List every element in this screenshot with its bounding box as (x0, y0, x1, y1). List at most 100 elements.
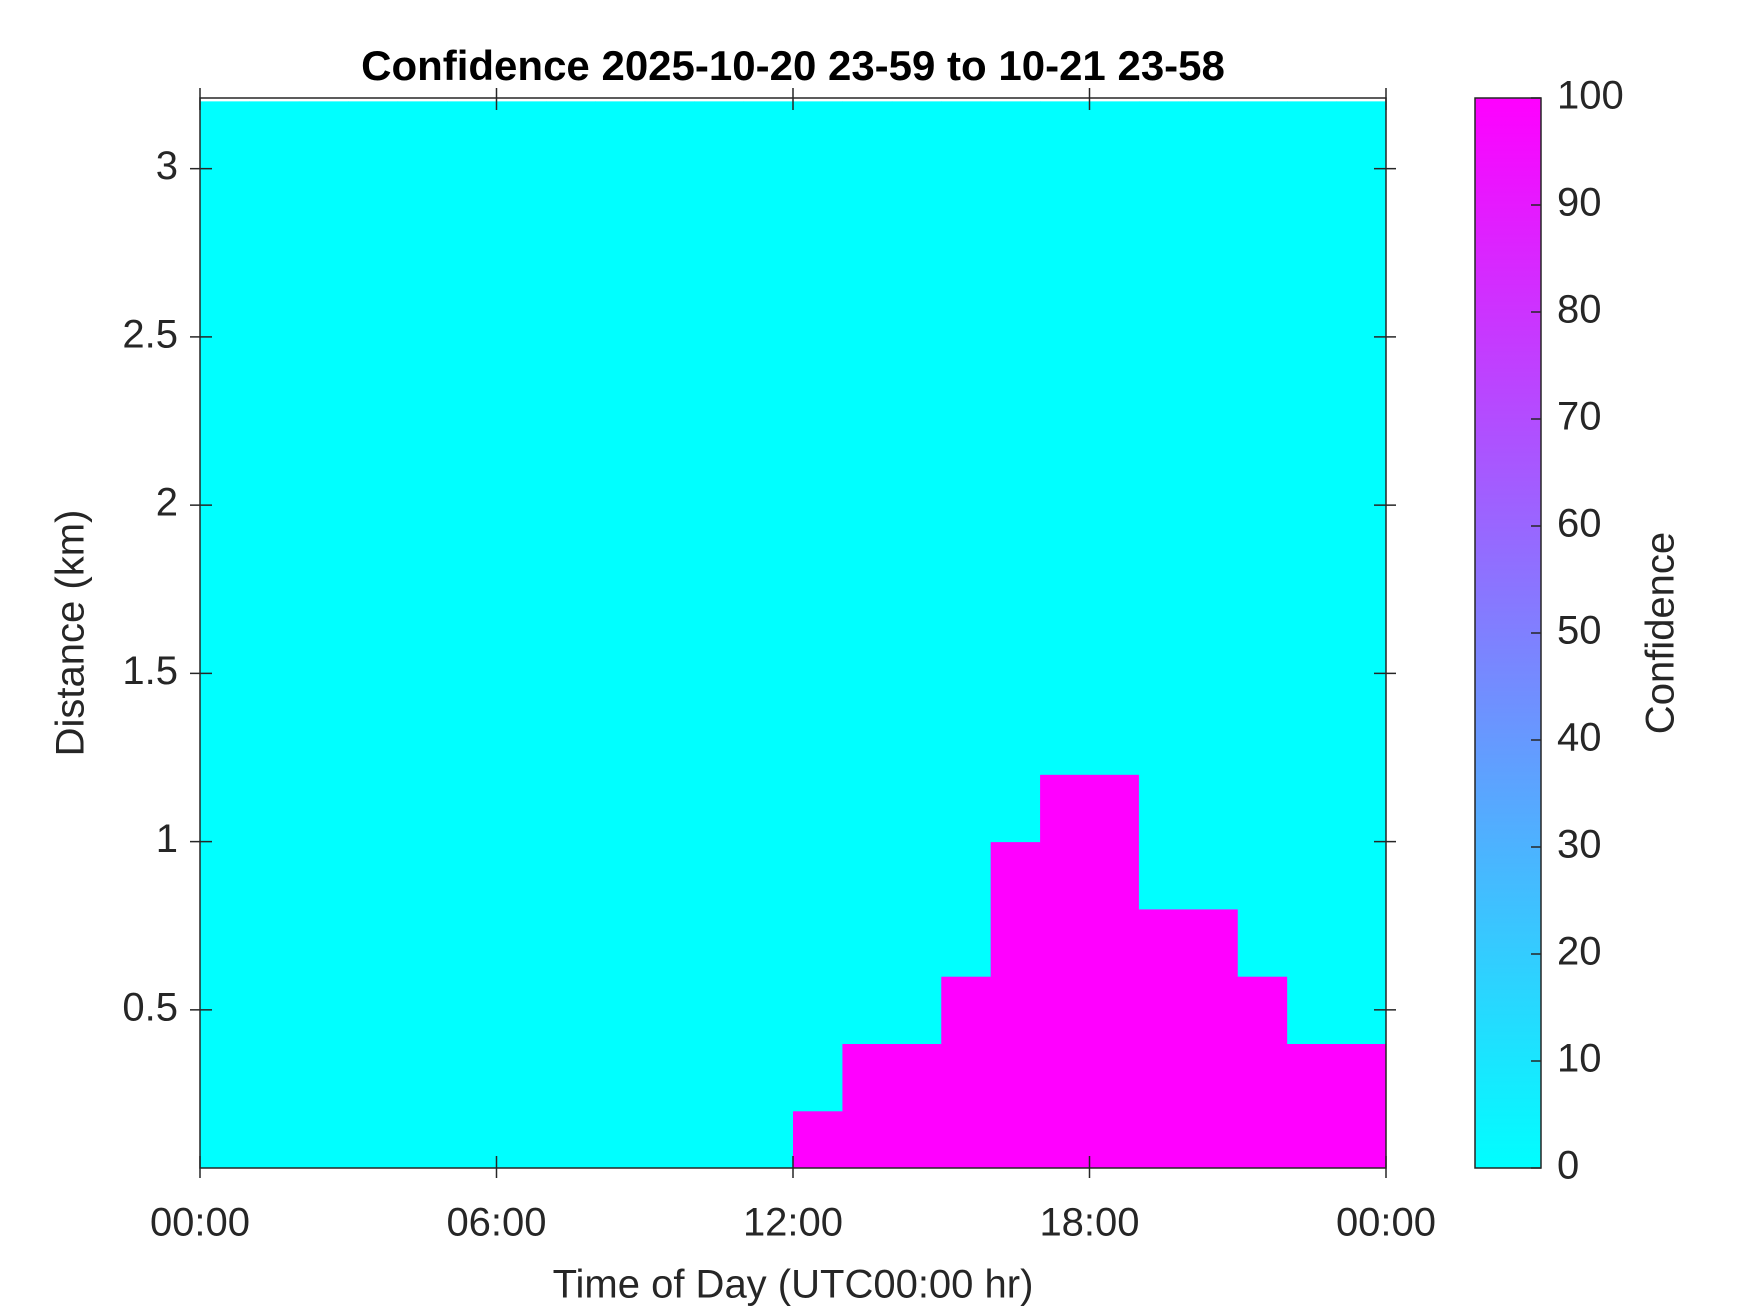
heatmap-cell (1040, 168, 1090, 237)
heatmap-cell (1040, 774, 1090, 843)
heatmap-cell (1089, 303, 1140, 372)
heatmap-cell (298, 841, 349, 910)
heatmap-cell (990, 235, 1041, 304)
heatmap-cell (743, 303, 794, 372)
heatmap-cell (1138, 841, 1189, 910)
heatmap-cell (1089, 639, 1140, 708)
x-tick-label: 00:00 (1336, 1201, 1436, 1245)
heatmap-cell (595, 437, 646, 506)
heatmap-cell (298, 976, 349, 1045)
heatmap-cell (644, 572, 695, 641)
heatmap-cell (397, 976, 448, 1045)
heatmap-cell (249, 370, 300, 439)
heatmap-cell (200, 707, 250, 775)
heatmap-cell (595, 303, 646, 372)
heatmap-cell (891, 101, 942, 170)
heatmap-cell (249, 505, 300, 573)
heatmap-cell (496, 572, 547, 641)
heatmap-cell (1287, 1110, 1338, 1168)
heatmap-cell (298, 572, 349, 641)
heatmap-cell (743, 639, 794, 708)
heatmap-cell (1237, 774, 1288, 843)
heatmap-cell (348, 437, 399, 506)
heatmap-cell (1138, 303, 1189, 372)
heatmap-cell (1336, 841, 1386, 910)
heatmap-cell (941, 1043, 992, 1112)
heatmap-cell (1287, 437, 1338, 506)
heatmap-cell (397, 370, 448, 439)
heatmap-cell (694, 235, 745, 304)
heatmap-cell (447, 303, 497, 372)
heatmap-cell (793, 908, 843, 977)
heatmap-cell (249, 841, 300, 910)
heatmap-cell (1336, 235, 1386, 304)
heatmap-cell (1287, 639, 1338, 708)
heatmap-cell (348, 774, 399, 843)
heatmap-cell (694, 370, 745, 439)
heatmap-cell (694, 1043, 745, 1112)
heatmap-cell (891, 370, 942, 439)
heatmap-cell (496, 505, 547, 573)
heatmap-cell (1138, 1110, 1189, 1168)
heatmap-cell (644, 908, 695, 977)
heatmap-cell (200, 572, 250, 641)
heatmap-cell (1287, 976, 1338, 1045)
heatmap-cell (743, 370, 794, 439)
heatmap-cell (298, 437, 349, 506)
x-tick-label: 18:00 (1039, 1201, 1139, 1245)
heatmap-cell (249, 707, 300, 775)
heatmap-cell (1188, 370, 1239, 439)
heatmap-cell (496, 1110, 547, 1168)
heatmap-cell (793, 1043, 843, 1112)
heatmap-cell (842, 303, 893, 372)
heatmap-cell (397, 841, 448, 910)
heatmap-cell (941, 1110, 992, 1168)
heatmap-cell (1138, 235, 1189, 304)
y-tick-label: 1.5 (122, 649, 178, 693)
heatmap-cell (249, 1110, 300, 1168)
heatmap-cell (743, 101, 794, 170)
heatmap-cell (1336, 437, 1386, 506)
heatmap-cell (249, 235, 300, 304)
heatmap-cell (397, 908, 448, 977)
heatmap-cell (793, 168, 843, 237)
y-tick-label: 0.5 (122, 985, 178, 1029)
heatmap-cell (1138, 976, 1189, 1045)
heatmap-cell (397, 101, 448, 170)
heatmap-cell (1138, 168, 1189, 237)
heatmap-cell (941, 572, 992, 641)
heatmap-cell (447, 1110, 497, 1168)
heatmap-cell (891, 235, 942, 304)
heatmap-cell (1188, 639, 1239, 708)
heatmap-cell (545, 572, 596, 641)
heatmap-cell (1040, 303, 1090, 372)
heatmap-cell (793, 976, 843, 1045)
heatmap-cell (941, 774, 992, 843)
heatmap-cell (1287, 1043, 1338, 1112)
heatmap-cell (1089, 168, 1140, 237)
heatmap-cell (793, 437, 843, 506)
heatmap-cell (1040, 437, 1090, 506)
heatmap-cell (397, 774, 448, 843)
heatmap-cell (1040, 841, 1090, 910)
heatmap-cell (249, 976, 300, 1045)
heatmap-cell (941, 370, 992, 439)
heatmap-cell (447, 639, 497, 708)
heatmap-cell (1336, 370, 1386, 439)
heatmap-cell (298, 1043, 349, 1112)
heatmap-cell (941, 707, 992, 775)
heatmap-cell (694, 437, 745, 506)
heatmap-cell (200, 841, 250, 910)
heatmap-cell (1336, 774, 1386, 843)
heatmap-cell (793, 1110, 843, 1168)
heatmap-cell (298, 168, 349, 237)
heatmap-cell (1237, 168, 1288, 237)
heatmap-cell (793, 370, 843, 439)
heatmap-cell (644, 168, 695, 237)
heatmap-cell (496, 774, 547, 843)
heatmap-cell (990, 437, 1041, 506)
heatmap-cell (496, 976, 547, 1045)
heatmap-cell (447, 101, 497, 170)
heatmap-cell (595, 505, 646, 573)
x-tick-label: 12:00 (743, 1201, 843, 1245)
